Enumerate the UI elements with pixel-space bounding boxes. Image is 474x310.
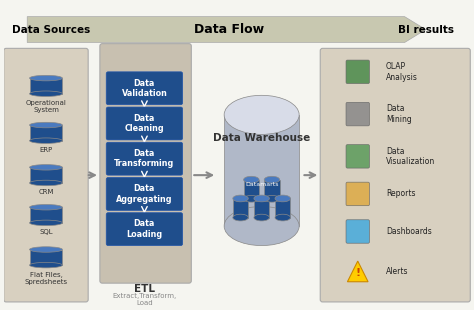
Text: Data Flow: Data Flow (194, 23, 264, 36)
Text: Flat Files,
Spredsheets: Flat Files, Spredsheets (25, 272, 67, 285)
Ellipse shape (224, 95, 299, 134)
Ellipse shape (264, 176, 280, 183)
Ellipse shape (29, 122, 63, 128)
Text: Data
Aggregating: Data Aggregating (116, 184, 173, 204)
Ellipse shape (29, 220, 63, 226)
Text: Data
Loading: Data Loading (127, 219, 163, 239)
Text: Data
Validation: Data Validation (121, 78, 167, 98)
FancyBboxPatch shape (106, 142, 182, 175)
Polygon shape (347, 261, 368, 282)
Text: Data Warehouse: Data Warehouse (213, 133, 310, 143)
Ellipse shape (29, 262, 63, 268)
Ellipse shape (29, 180, 63, 186)
Bar (275, 198, 291, 218)
FancyBboxPatch shape (346, 182, 369, 206)
Text: OLAP
Analysis: OLAP Analysis (386, 62, 418, 82)
FancyBboxPatch shape (106, 72, 182, 105)
Text: BI results: BI results (398, 24, 454, 34)
Ellipse shape (275, 214, 291, 221)
Ellipse shape (233, 214, 248, 221)
Ellipse shape (29, 75, 63, 81)
Text: Data
Visualization: Data Visualization (386, 147, 435, 166)
Text: Alerts: Alerts (386, 267, 409, 276)
Ellipse shape (244, 195, 259, 202)
Bar (254, 198, 269, 218)
Text: ERP: ERP (39, 147, 53, 153)
Ellipse shape (233, 195, 248, 202)
Ellipse shape (254, 195, 269, 202)
Text: Datamarts: Datamarts (245, 182, 278, 187)
Text: Data Sources: Data Sources (11, 24, 90, 34)
FancyBboxPatch shape (346, 145, 369, 168)
FancyArrow shape (27, 17, 426, 42)
Text: Dashboards: Dashboards (386, 227, 432, 236)
Text: Extract,Transform,
Load: Extract,Transform, Load (112, 293, 176, 306)
Text: SQL: SQL (39, 229, 53, 235)
Text: Operational
System: Operational System (26, 100, 66, 113)
Bar (224, 115, 299, 226)
Text: ETL: ETL (134, 284, 155, 294)
Text: Data
Cleaning: Data Cleaning (125, 114, 164, 133)
Ellipse shape (264, 195, 280, 202)
Bar (244, 180, 259, 199)
Ellipse shape (224, 206, 299, 246)
FancyBboxPatch shape (100, 44, 191, 283)
Text: !: ! (355, 268, 360, 278)
FancyBboxPatch shape (106, 178, 182, 210)
Ellipse shape (29, 205, 63, 210)
Text: Data
Mining: Data Mining (386, 104, 411, 124)
FancyBboxPatch shape (106, 213, 182, 246)
Text: Reports: Reports (386, 189, 415, 198)
Text: Data
Transforming: Data Transforming (114, 149, 174, 168)
FancyBboxPatch shape (320, 48, 470, 302)
Bar (29, 125, 63, 141)
Ellipse shape (29, 138, 63, 144)
Ellipse shape (275, 195, 291, 202)
Ellipse shape (29, 165, 63, 170)
Ellipse shape (29, 91, 63, 96)
FancyBboxPatch shape (106, 107, 182, 140)
Bar (29, 78, 63, 94)
FancyBboxPatch shape (346, 102, 369, 126)
Ellipse shape (254, 214, 269, 221)
Ellipse shape (244, 176, 259, 183)
Bar (29, 250, 63, 265)
FancyBboxPatch shape (346, 220, 369, 243)
Ellipse shape (29, 247, 63, 252)
Bar (29, 167, 63, 183)
Text: CRM: CRM (38, 189, 54, 196)
Bar (233, 198, 248, 218)
Bar (264, 180, 280, 199)
Bar (29, 207, 63, 223)
FancyBboxPatch shape (4, 48, 88, 302)
FancyBboxPatch shape (346, 60, 369, 84)
